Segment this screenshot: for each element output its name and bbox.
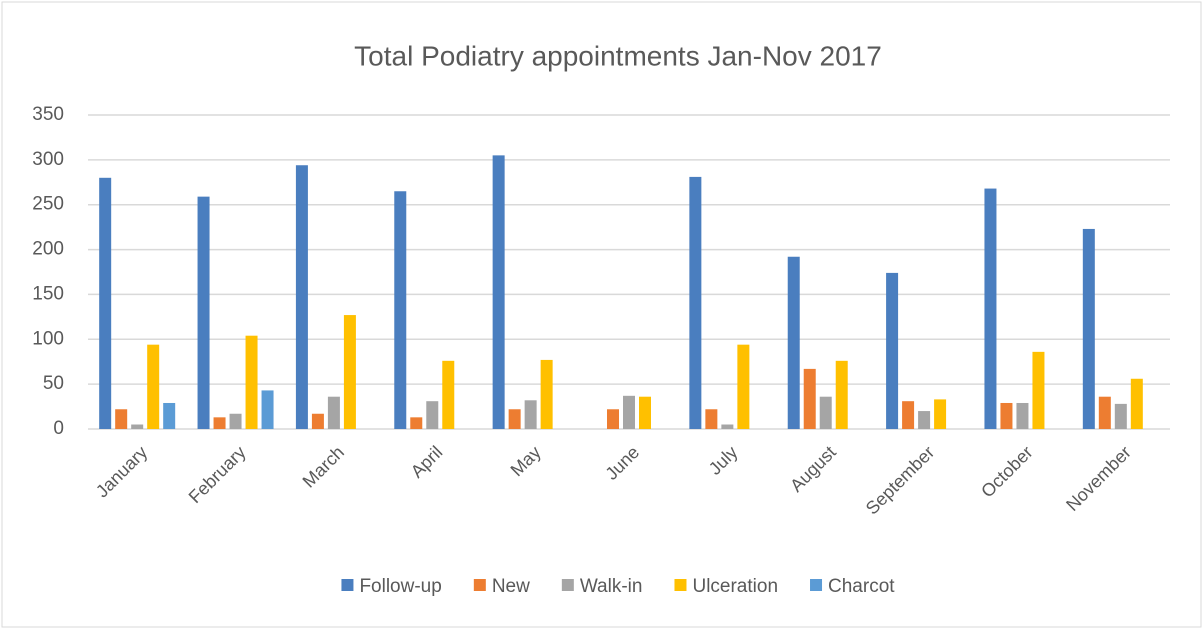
bar — [163, 402, 176, 429]
bar — [540, 359, 553, 429]
bar — [803, 368, 816, 429]
bar — [835, 360, 848, 429]
bar — [1016, 402, 1029, 429]
bar — [918, 411, 931, 429]
legend-swatch — [561, 579, 574, 591]
y-tick-label: 150 — [32, 283, 64, 304]
legend-label: Follow-up — [359, 576, 441, 597]
bar — [902, 401, 915, 429]
legend-label: Charcot — [828, 576, 895, 597]
bar — [721, 424, 734, 429]
bar — [1082, 228, 1095, 429]
bar — [1130, 378, 1143, 429]
bar — [394, 191, 407, 429]
bar — [442, 360, 455, 429]
y-tick-label: 0 — [53, 418, 64, 439]
bar — [787, 256, 800, 429]
bar — [492, 155, 505, 429]
bar — [508, 409, 521, 429]
bar — [213, 417, 226, 429]
bar — [261, 390, 274, 429]
bar — [229, 413, 242, 429]
y-tick-label: 350 — [32, 104, 64, 125]
bar — [984, 188, 997, 429]
bar — [99, 177, 112, 429]
y-tick-label: 100 — [32, 328, 64, 349]
legend-swatch — [674, 579, 687, 591]
bar — [689, 176, 702, 429]
y-tick-label: 200 — [32, 239, 64, 260]
bar — [197, 196, 210, 429]
bar — [1000, 402, 1013, 429]
legend-label: New — [492, 576, 530, 597]
bar — [524, 400, 537, 429]
bar — [1114, 403, 1127, 429]
legend-swatch — [810, 579, 823, 591]
bar — [426, 401, 439, 429]
y-tick-label: 50 — [43, 373, 64, 394]
bar — [705, 409, 718, 429]
bar — [819, 396, 832, 429]
bar — [147, 344, 160, 429]
y-tick-label: 300 — [32, 149, 64, 170]
bar — [607, 409, 619, 429]
bar — [245, 335, 258, 429]
bar — [639, 396, 651, 429]
bar — [410, 417, 423, 429]
legend-label: Ulceration — [692, 576, 778, 597]
bar — [131, 424, 144, 429]
bar — [886, 272, 899, 429]
chart-title: Total Podiatry appointments Jan-Nov 2017 — [354, 40, 882, 71]
bar — [311, 413, 324, 429]
y-tick-label: 250 — [32, 194, 64, 215]
bar — [115, 409, 128, 429]
bar — [295, 165, 308, 430]
legend-swatch — [341, 579, 354, 591]
bar — [934, 399, 947, 429]
bar — [623, 395, 635, 429]
bar — [1032, 351, 1045, 429]
bar — [327, 396, 340, 429]
bar — [737, 344, 750, 429]
legend-swatch — [473, 579, 486, 591]
bar — [343, 315, 356, 429]
legend-label: Walk-in — [580, 576, 643, 597]
bar — [1098, 396, 1111, 429]
